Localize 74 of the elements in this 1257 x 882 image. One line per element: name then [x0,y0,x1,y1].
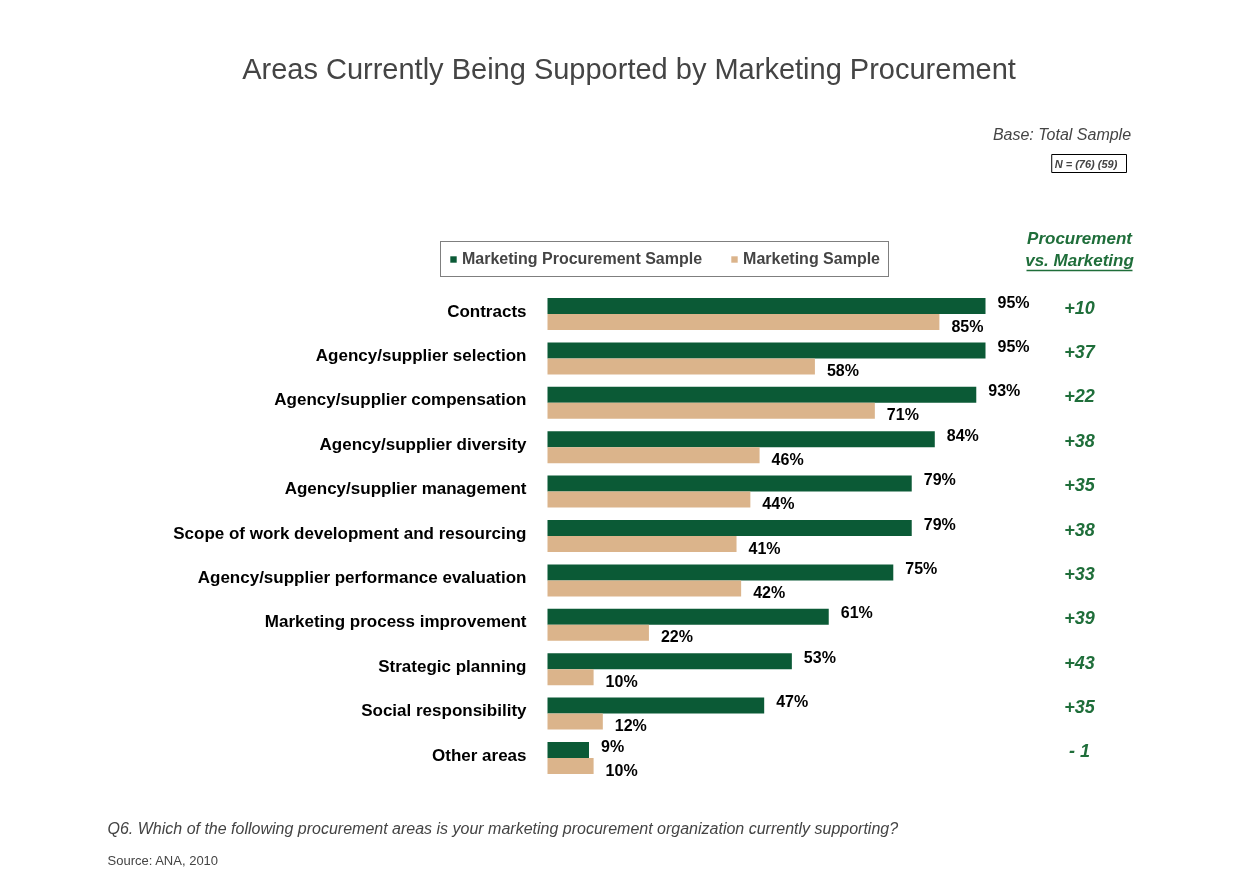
text: +43 [1064,652,1095,673]
bar [547,475,912,492]
text: Q6. Which of the following procurement areas is your marketing procurement organization currently supporting? [107,820,899,837]
data-label: 10% [605,761,638,779]
source-note: Source: ANA, 2010 [107,853,219,868]
data-label: 58% [826,361,859,379]
y-tick-label: Agency/supplier selection [315,345,527,365]
bar [547,386,977,403]
bar [547,402,875,419]
text: +39 [1064,608,1095,629]
data-label: 71% [886,406,919,424]
data-label: 84% [946,426,979,444]
bar [547,314,940,330]
data-label: 9% [600,737,625,755]
text: Base: Total Sample [992,126,1132,143]
bar [547,358,815,375]
y-tick-label: Contracts [447,301,527,321]
y-tick-label: Agency/supplier performance evaluation [197,567,527,587]
data-label: 46% [771,450,804,468]
bar [547,713,603,730]
data-label: 12% [614,717,647,735]
chart-title: Areas Currently Being Supported by Marketing Procurement [242,52,1016,85]
text: +33 [1064,563,1095,584]
y-tick-label: Social responsibility [361,701,528,721]
bar [547,653,792,670]
data-label: 75% [905,559,938,577]
data-label: 44% [762,495,795,513]
text: +38 [1064,430,1095,451]
data-label: 85% [951,317,984,335]
data-label: 95% [997,293,1030,311]
bar [547,447,760,464]
y-tick-label: Agency/supplier compensation [274,390,527,410]
bar [547,580,742,597]
bar [547,536,737,552]
text: +35 [1064,697,1096,718]
data-label: 95% [997,337,1030,355]
bar [547,491,751,508]
bar [547,742,589,758]
legend-label: Marketing Procurement Sample [462,250,703,268]
text: +35 [1064,475,1096,496]
y-tick-label: Agency/supplier management [284,479,527,499]
text: +37 [1064,341,1096,362]
data-label: 10% [605,672,638,690]
y-tick-label: Strategic planning [378,656,527,676]
data-label: 47% [776,693,809,711]
text: Procurement vs. Marketing [1025,229,1135,270]
bar [547,520,912,536]
text: +22 [1064,386,1095,407]
y-tick-label: Scope of work development and resourcing [173,523,527,543]
bar [547,342,986,359]
data-label: 93% [988,382,1021,400]
data-label: 79% [923,515,956,533]
text: +38 [1064,519,1095,540]
bar [547,697,765,714]
bar [547,608,829,625]
text: N = (76) (59) [1054,157,1118,170]
bar [547,298,986,314]
legend-label: Marketing Sample [743,250,881,268]
bar [547,669,594,686]
data-label: 22% [660,628,693,646]
y-tick-label: Other areas [432,745,527,765]
y-tick-label: Agency/supplier diversity [319,434,528,454]
data-label: 61% [840,604,873,622]
bar [547,431,935,448]
bar [547,758,594,774]
data-label: 42% [753,583,786,601]
text: - 1 [1069,741,1091,761]
data-label: 79% [923,471,956,489]
data-label: 53% [803,648,836,666]
data-label: 41% [748,539,781,557]
bar [547,624,649,641]
bar [547,564,894,581]
text: +10 [1064,297,1095,318]
y-tick-label: Marketing process improvement [264,612,527,632]
